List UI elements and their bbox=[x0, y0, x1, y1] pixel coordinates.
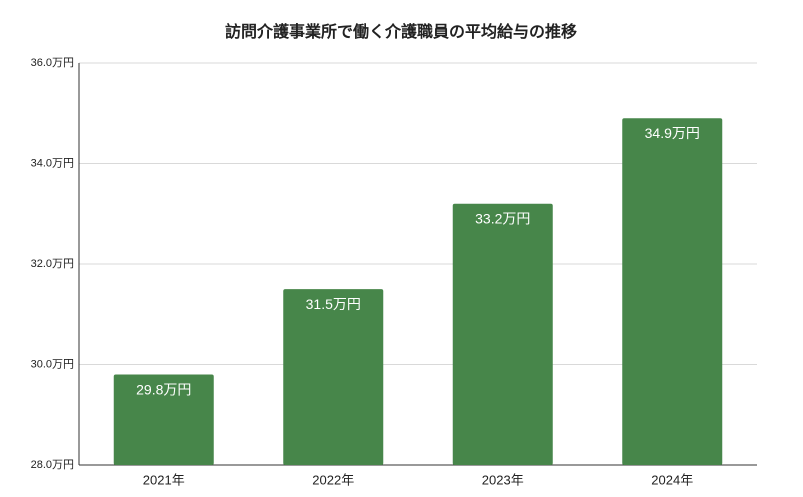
value-label: 34.9万円 bbox=[645, 125, 700, 141]
y-tick-label: 28.0万円 bbox=[31, 459, 74, 471]
y-tick-label: 32.0万円 bbox=[31, 258, 74, 270]
bar bbox=[113, 374, 214, 465]
x-tick-label: 2022年 bbox=[312, 472, 354, 487]
x-tick-label: 2021年 bbox=[143, 472, 185, 487]
bar bbox=[283, 289, 384, 465]
value-label: 29.8万円 bbox=[136, 381, 191, 397]
y-tick-label: 34.0万円 bbox=[31, 157, 74, 169]
y-tick-label: 36.0万円 bbox=[31, 57, 74, 69]
value-label: 33.2万円 bbox=[475, 210, 530, 226]
value-label: 31.5万円 bbox=[306, 296, 361, 312]
x-tick-label: 2023年 bbox=[482, 472, 524, 487]
bar bbox=[452, 203, 553, 465]
x-tick-label: 2024年 bbox=[651, 472, 693, 487]
bar bbox=[622, 118, 723, 466]
chart-title: 訪問介護事業所で働く介護職員の平均給与の推移 bbox=[225, 22, 577, 41]
y-tick-label: 30.0万円 bbox=[31, 358, 74, 370]
